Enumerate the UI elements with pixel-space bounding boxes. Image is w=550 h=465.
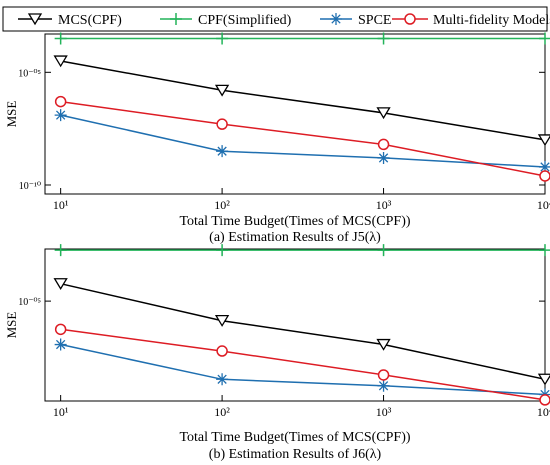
panel-a-ylabel: MSE [4,101,19,128]
legend-label-mf: Multi-fidelity Models [433,13,550,28]
panel-a-series-cpf-simplified [54,32,550,45]
panel-b-series [53,244,550,406]
panel-a-series-spce [54,109,550,173]
panel-a-xtick-label: 10³ [376,198,392,212]
panel-b-line-multi-fidelity-models [60,328,546,401]
panel-a-point-mcs-cpf [53,55,68,68]
panel-b-point-cpf-simplified [54,244,67,257]
panel-a-xtick-label: 10² [214,198,230,212]
panel-b-ytick-label: 10⁻⁰⁵ [18,297,41,308]
panel-b-series-mcs-cpf [53,278,550,386]
panel-a-point-mcs-cpf [214,84,230,97]
panel-a-point-spce [54,109,67,122]
legend-label-spce: SPCE [358,13,391,28]
panel-a-point-spce [377,151,390,164]
legend-label-mcs: MCS(CPF) [58,13,122,28]
panel-b-point-cpf-simplified [377,244,390,257]
panel-b-point-spce [216,373,229,386]
panel-a-line-spce [60,114,546,168]
panel-b-point-multi-fidelity-models [377,369,390,381]
panel-b-point-cpf-simplified [539,244,550,257]
panel-b-xlabel: Total Time Budget(Times of MCS(CPF)) [179,430,410,445]
panel-a-ytick-label: 10⁻⁰⁵ [18,68,41,79]
panel-b-point-mcs-cpf [537,373,550,386]
legend-marker-cpf [170,13,182,25]
panel-b-caption: (b) Estimation Results of J6(λ) [209,447,382,462]
panel-a-point-multi-fidelity-models [377,138,390,151]
legend-item-mf: Multi-fidelity Models [392,13,550,28]
panel-b-point-multi-fidelity-models [539,394,550,406]
panel-b-xtick-label: 10³ [376,405,392,419]
panel-a-point-multi-fidelity-models [54,95,67,108]
panel-a-xtick-label: 10⁴ [537,198,550,212]
legend-item-spce: SPCE [320,13,391,28]
panel-b: 10¹ 10² 10³ 10⁴ 10⁻⁰⁵ MSE Total Time Budget… [4,244,550,462]
panel-b-point-mcs-cpf [214,315,230,327]
panel-a-frame [44,33,546,195]
panel-a-xlabel: Total Time Budget(Times of MCS(CPF)) [179,214,410,229]
panel-a-point-cpf-simplified [54,32,67,45]
panel-a-ytick-label: 10⁻¹⁰ [19,181,41,192]
panel-a-point-multi-fidelity-models [216,118,228,130]
legend-marker-mf [404,13,416,25]
panel-b-point-spce [54,338,67,351]
panel-b-series-spce [54,338,550,401]
panel-a-point-multi-fidelity-models [539,170,550,182]
panel-b-point-cpf-simplified [216,244,229,257]
panel-b-line-spce [60,343,546,396]
panel-b-x-ticks: 10¹ 10² 10³ 10⁴ [53,249,550,419]
panel-a-y-ticks: 10⁻⁰⁵ 10⁻¹⁰ [18,68,545,192]
panel-b-point-mcs-cpf [53,278,68,291]
panel-b-series-multi-fidelity-models [54,323,550,406]
panel-a-point-cpf-simplified [539,32,550,45]
panel-a-xtick-label: 10¹ [53,198,69,212]
panel-a-line-mcs-cpf [60,60,546,141]
panel-a-point-spce [216,145,229,158]
panel-b-y-ticks: 10⁻⁰⁵ [18,297,545,308]
panel-a-line-multi-fidelity-models [60,100,546,177]
legend: MCS(CPF) CPF(Simplified) SPCE Multi-fide… [2,6,550,32]
panel-a-point-cpf-simplified [377,32,390,45]
panel-a-point-mcs-cpf [537,134,550,147]
panel-b-xtick-label: 10² [214,405,230,419]
panel-a-series-multi-fidelity-models [54,95,550,182]
legend-marker-spce [330,13,342,25]
panel-a-x-ticks: 10¹ 10² 10³ 10⁴ [53,34,550,212]
panel-a-series-mcs-cpf [53,55,550,147]
panel-b-frame [44,248,546,402]
panel-a-point-cpf-simplified [216,32,229,45]
panel-b-ylabel: MSE [4,312,19,339]
legend-item-mcs: MCS(CPF) [18,13,122,28]
panel-b-line-mcs-cpf [60,282,546,381]
panel-a-point-mcs-cpf [376,107,391,120]
panel-a: 10¹ 10² 10³ 10⁴ 10⁻⁰⁵ 10⁻¹⁰ MSE Total Time B… [4,32,550,245]
legend-box [2,6,548,32]
panel-b-point-mcs-cpf [376,338,391,351]
panel-b-point-multi-fidelity-models [216,345,228,357]
panel-b-series-cpf-simplified [54,244,550,257]
legend-label-cpf: CPF(Simplified) [198,13,292,28]
legend-marker-mcs [27,13,43,26]
panel-a-series [53,32,550,182]
panel-b-xtick-label: 10⁴ [537,405,550,419]
legend-item-cpf: CPF(Simplified) [160,13,292,28]
panel-b-xtick-label: 10¹ [53,405,69,419]
panel-b-point-multi-fidelity-models [54,323,67,336]
panel-a-caption: (a) Estimation Results of J5(λ) [209,230,381,245]
panel-a-point-spce [539,160,550,173]
panel-b-point-spce [377,379,390,392]
